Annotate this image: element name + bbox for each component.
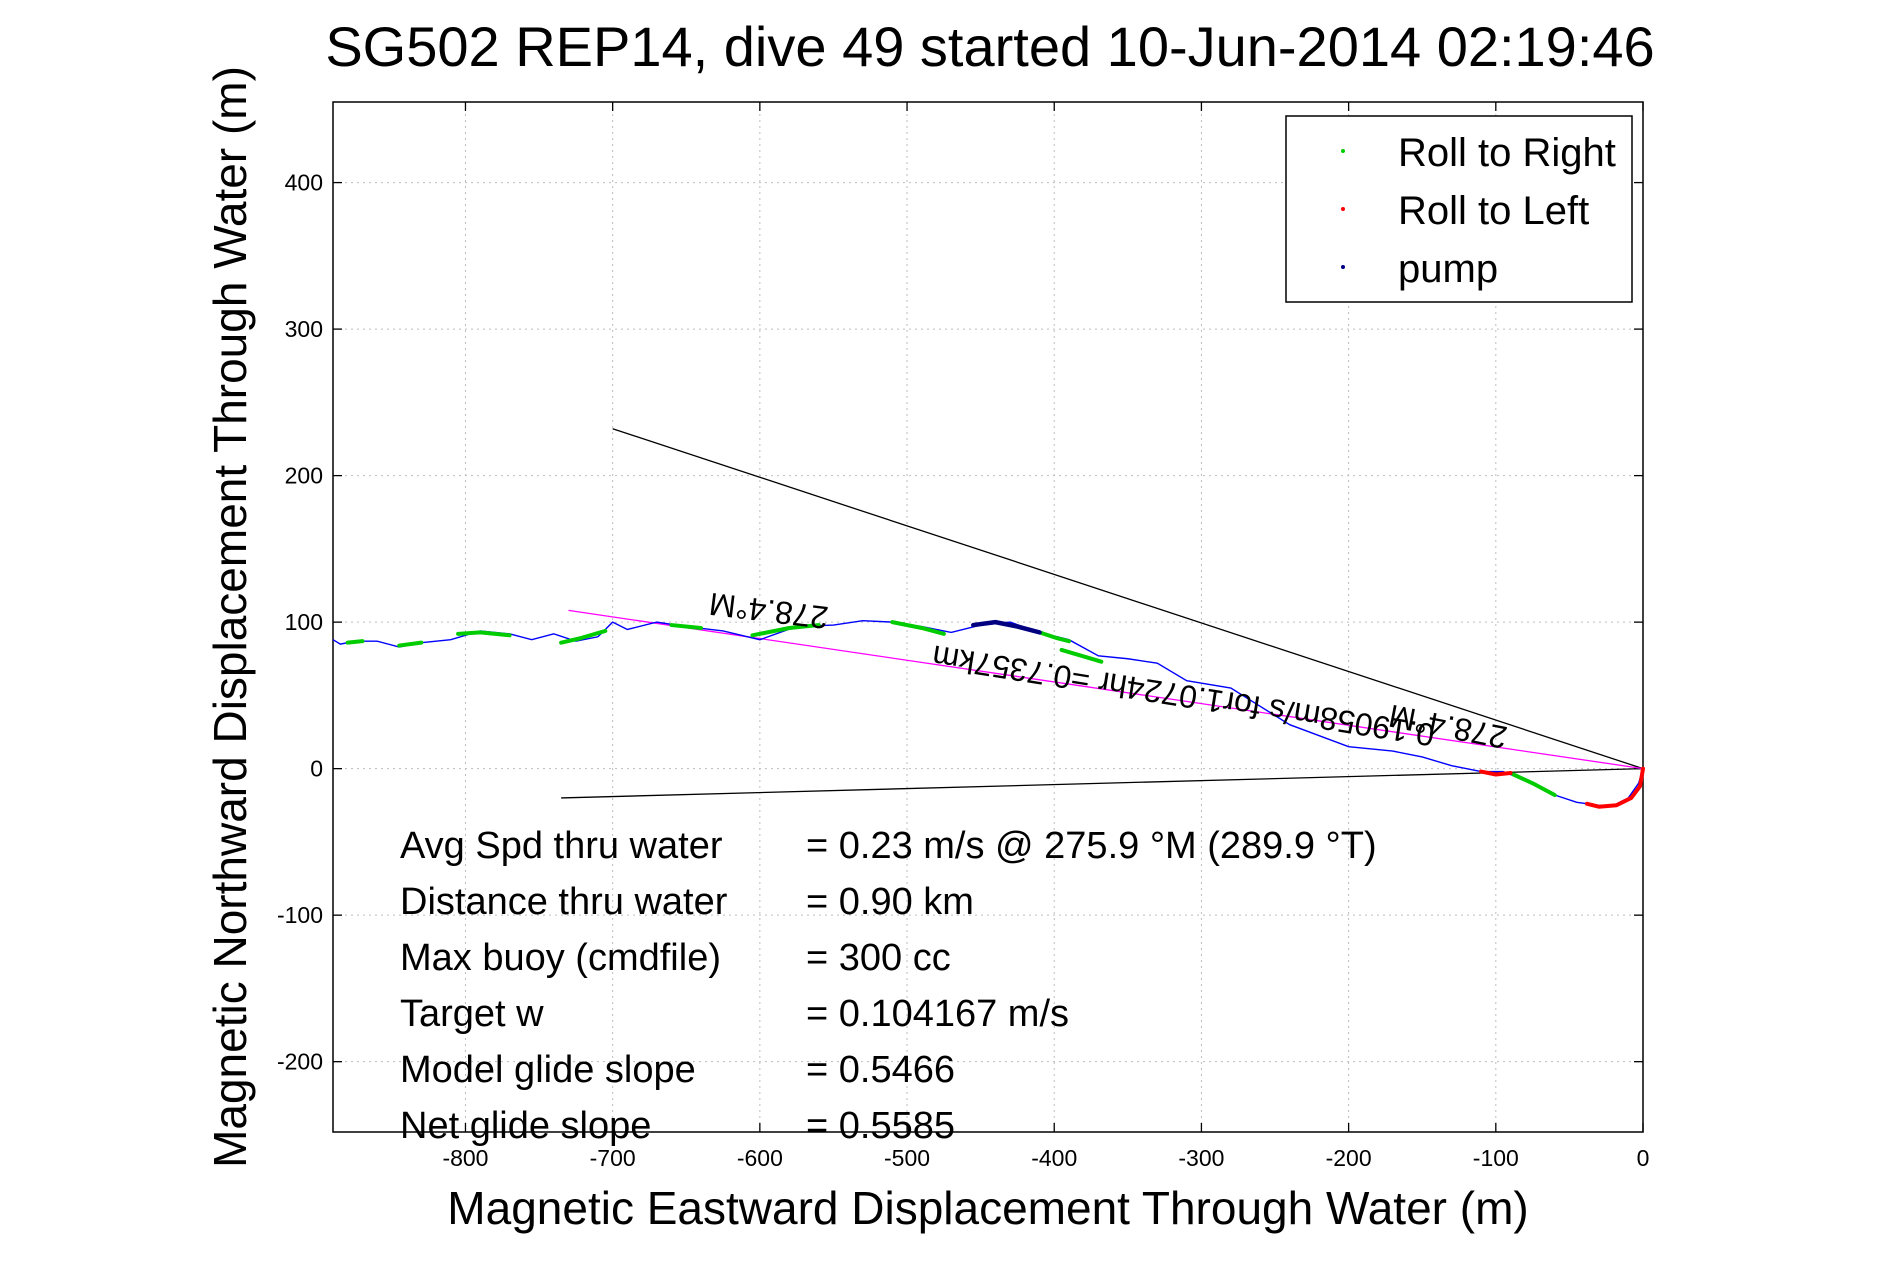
y-tick-label: 400: [285, 170, 323, 196]
series-layer: [332, 619, 1645, 809]
pump-segment: [971, 619, 1042, 635]
legend-label-roll-left: Roll to Left: [1398, 189, 1589, 233]
stat-label: Net glide slope: [400, 1105, 651, 1147]
x-tick-label: -400: [1031, 1145, 1077, 1171]
axis-ticks: -800 -700 -600 -500 -400 -300 -200 -100 0 -200 -10…: [277, 102, 1649, 1171]
legend-marker-roll-right: [1341, 149, 1345, 153]
stat-value: = 0.5585: [806, 1105, 955, 1147]
y-tick-label: 0: [310, 756, 323, 782]
roll-right-segment: [1059, 647, 1104, 664]
x-tick-label: -300: [1178, 1145, 1224, 1171]
legend: Roll to Right Roll to Left pump: [1285, 115, 1633, 303]
roll-right-segment: [1037, 630, 1071, 644]
x-tick-label: -200: [1326, 1145, 1372, 1171]
y-axis-label: Magnetic Northward Displacement Through …: [204, 66, 256, 1168]
x-tick-label: -800: [442, 1145, 488, 1171]
y-tick-label: -200: [277, 1049, 323, 1075]
roll-left-segment: [1479, 769, 1513, 777]
stat-value: = 300 cc: [806, 937, 951, 979]
legend-label-pump: pump: [1398, 247, 1498, 291]
roll-left-segment: [1585, 766, 1645, 809]
reference-line-1: [612, 428, 1644, 770]
y-tick-label: 300: [285, 316, 323, 342]
x-tick-label: -600: [737, 1145, 783, 1171]
roll-right-segment: [456, 630, 512, 638]
roll-right-segment: [397, 640, 424, 648]
roll-right-segment: [1511, 772, 1557, 798]
x-tick-label: 0: [1637, 1145, 1650, 1171]
roll-right-segment: [669, 623, 703, 630]
y-tick-label: 200: [285, 463, 323, 489]
reference-line-2: [561, 767, 1644, 799]
chart-title: SG502 REP14, dive 49 started 10-Jun-2014…: [325, 15, 1654, 78]
x-axis-label: Magnetic Eastward Displacement Through W…: [447, 1182, 1528, 1234]
x-tick-label: -700: [590, 1145, 636, 1171]
legend-marker-pump: [1341, 265, 1345, 269]
stat-value: = 0.90 km: [806, 881, 974, 923]
stat-label: Model glide slope: [400, 1049, 696, 1091]
stat-label: Avg Spd thru water: [400, 825, 723, 867]
roll-right-segment: [559, 628, 608, 645]
x-tick-label: -100: [1473, 1145, 1519, 1171]
stat-value: = 0.23 m/s @ 275.9 °M (289.9 °T): [806, 825, 1377, 867]
plot-frame: [332, 101, 1644, 1133]
legend-label-roll-right: Roll to Right: [1398, 131, 1616, 175]
stat-value: = 0.104167 m/s: [806, 993, 1069, 1035]
stat-label: Target w: [400, 993, 544, 1035]
roll-right-segment: [345, 639, 365, 645]
y-tick-label: 100: [285, 609, 323, 635]
roll-right-segment: [890, 620, 946, 636]
y-tick-label: -100: [277, 902, 323, 928]
stat-label: Max buoy (cmdfile): [400, 937, 721, 979]
stats-block: Avg Spd thru water = 0.23 m/s @ 275.9 °M …: [400, 825, 1377, 1147]
roll-right-segment: [750, 623, 821, 638]
legend-marker-roll-left: [1341, 207, 1345, 211]
stat-label: Distance thru water: [400, 881, 728, 923]
x-tick-label: -500: [884, 1145, 930, 1171]
stat-value: = 0.5466: [806, 1049, 955, 1091]
